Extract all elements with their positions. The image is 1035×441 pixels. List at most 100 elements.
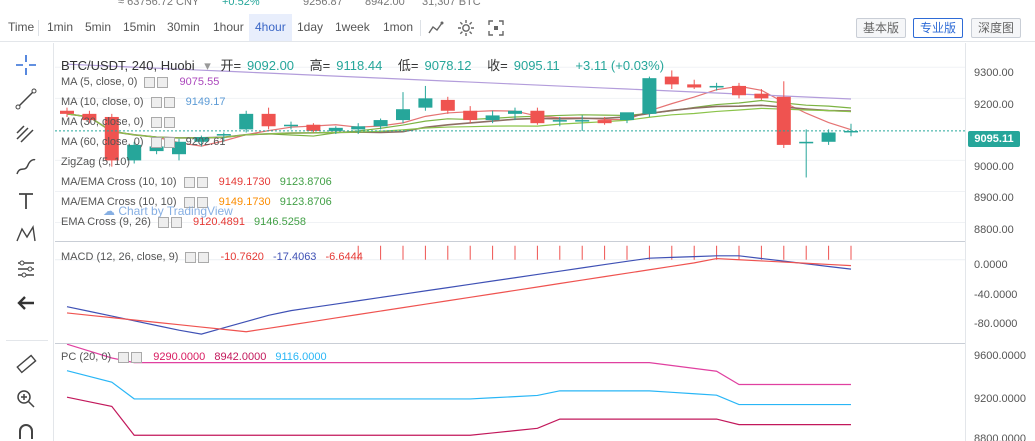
price-tick: 8800.00 bbox=[974, 224, 1014, 236]
interval-1week[interactable]: 1week bbox=[335, 20, 370, 34]
candle-body bbox=[396, 109, 410, 121]
ma5-line bbox=[66, 85, 852, 147]
pane-divider-pc[interactable] bbox=[55, 343, 1035, 344]
legend-ema3-v2: 9146.5258 bbox=[254, 216, 307, 228]
legend-ma60[interactable]: MA (60, close, 0) 9202.61 bbox=[61, 136, 225, 148]
symbol-header: BTC/USDT, 240, Huobi ▾ 开= 9092.00 高= 9118.… bbox=[61, 55, 670, 74]
legend-macd-label: MACD (12, 26, close, 9) bbox=[61, 251, 179, 263]
legend-ema-cross-2[interactable]: MA/EMA Cross (10, 10) 9149.1730 9123.870… bbox=[61, 196, 332, 208]
candle-body bbox=[104, 116, 119, 161]
close-label: 收= bbox=[487, 58, 508, 73]
legend-ema3-label: EMA Cross (9, 26) bbox=[61, 216, 151, 228]
pc-mid-line bbox=[66, 370, 851, 406]
legend-buttons[interactable] bbox=[150, 136, 177, 148]
fib-icon[interactable] bbox=[12, 119, 40, 147]
legend-buttons[interactable] bbox=[183, 176, 210, 188]
interval-1day[interactable]: 1day bbox=[297, 20, 324, 34]
candle-body bbox=[575, 120, 590, 122]
legend-ma10-label: MA (10, close, 0) bbox=[61, 96, 144, 108]
candle-body bbox=[508, 110, 522, 114]
legend-pc[interactable]: PC (20, 0) 9290.0000 8942.0000 9116.0000 bbox=[61, 351, 327, 363]
close-value: 9095.11 bbox=[513, 58, 560, 73]
legend-buttons[interactable] bbox=[150, 116, 177, 128]
measure-icon[interactable] bbox=[12, 255, 40, 283]
indicators-icon[interactable] bbox=[426, 18, 446, 38]
brush-icon[interactable] bbox=[12, 153, 40, 181]
back-arrow-icon[interactable] bbox=[12, 289, 40, 317]
candle-body bbox=[620, 112, 634, 121]
legend-zigzag[interactable]: ZigZag (5, 10) bbox=[61, 156, 130, 168]
legend-macd-v3: -6.6444 bbox=[325, 251, 363, 263]
ticker-strip: ≈ 63756.72 CNY +0.52% 9256.87 8942.00 31… bbox=[0, 0, 1035, 10]
legend-ma10[interactable]: MA (10, close, 0) 9149.17 bbox=[61, 96, 225, 108]
ruler-icon[interactable] bbox=[12, 351, 40, 379]
basic-version-button[interactable]: 基本版 bbox=[856, 18, 907, 38]
legend-ema2-v2: 9123.8706 bbox=[279, 196, 332, 208]
ticker-low: 8942.00 bbox=[365, 0, 405, 8]
candle-body bbox=[776, 96, 791, 145]
interval-30min[interactable]: 30min bbox=[167, 20, 200, 34]
price-tick: 9000.00 bbox=[974, 161, 1014, 173]
trend-line-icon[interactable] bbox=[12, 85, 40, 113]
legend-ma30[interactable]: MA (30, close, 0) bbox=[61, 116, 177, 128]
zoom-in-icon[interactable] bbox=[12, 385, 40, 413]
legend-ma5[interactable]: MA (5, close, 0) 9075.55 bbox=[61, 76, 219, 88]
low-label: 低= bbox=[397, 58, 419, 73]
legend-ema1-v1: 9149.1730 bbox=[218, 176, 271, 188]
tools-divider bbox=[6, 340, 48, 341]
interval-5min[interactable]: 5min bbox=[85, 20, 112, 34]
candle-body bbox=[418, 98, 433, 108]
pro-version-button[interactable]: 专业版 bbox=[913, 18, 964, 38]
fullscreen-icon[interactable] bbox=[486, 18, 506, 38]
candle-body bbox=[284, 124, 298, 127]
price-axis[interactable]: 9300.00 9200.00 9095.11 9000.00 8900.00 … bbox=[965, 43, 1035, 441]
legend-macd[interactable]: MACD (12, 26, close, 9) -10.7620 -17.406… bbox=[61, 251, 363, 263]
ma60-line bbox=[66, 63, 852, 100]
pane-divider-macd[interactable] bbox=[55, 241, 1035, 242]
text-icon[interactable] bbox=[12, 187, 40, 215]
ticker-cny: ≈ 63756.72 CNY bbox=[118, 0, 200, 8]
interval-1min[interactable]: 1min bbox=[47, 20, 74, 34]
legend-ema-cross-3[interactable]: EMA Cross (9, 26) 9120.4891 9146.5258 bbox=[61, 216, 306, 228]
legend-ema-cross-1[interactable]: MA/EMA Cross (10, 10) 9149.1730 9123.870… bbox=[61, 176, 332, 188]
pattern-icon[interactable] bbox=[12, 221, 40, 249]
current-price-tag: 9095.11 bbox=[968, 131, 1020, 147]
candle-body bbox=[732, 85, 746, 96]
low-value: 9078.12 bbox=[424, 58, 472, 73]
pc-tick: 9600.0000 bbox=[974, 350, 1026, 362]
interval-toolbar: Time 1min 5min 15min 30min 1hour 4hour 1… bbox=[0, 14, 1035, 42]
candle-body bbox=[306, 124, 321, 131]
interval-15min[interactable]: 15min bbox=[123, 20, 156, 34]
legend-buttons[interactable] bbox=[157, 216, 184, 228]
legend-ma60-value: 9202.61 bbox=[185, 136, 226, 148]
crosshair-icon[interactable] bbox=[12, 51, 40, 79]
candle-body bbox=[844, 130, 858, 133]
legend-pc-v2: 8942.0000 bbox=[214, 351, 267, 363]
candle-body bbox=[709, 85, 724, 88]
macd-tick: -40.0000 bbox=[974, 289, 1018, 301]
legend-macd-v1: -10.7620 bbox=[220, 251, 264, 263]
settings-gear-icon[interactable] bbox=[456, 18, 476, 38]
legend-buttons[interactable] bbox=[183, 196, 210, 208]
symbol-dropdown-icon[interactable]: ▾ bbox=[204, 58, 211, 73]
legend-buttons[interactable] bbox=[185, 251, 211, 263]
legend-buttons[interactable] bbox=[150, 96, 177, 108]
legend-ema2-label: MA/EMA Cross (10, 10) bbox=[61, 196, 177, 208]
legend-buttons[interactable] bbox=[118, 351, 144, 363]
candle-body bbox=[485, 115, 500, 121]
tradingview-logo-icon: ☁ bbox=[103, 204, 115, 218]
legend-ema2-v1: 9149.1730 bbox=[218, 196, 271, 208]
depth-chart-button[interactable]: 深度图 bbox=[971, 18, 1022, 38]
magnet-icon[interactable] bbox=[12, 419, 40, 441]
interval-1hour[interactable]: 1hour bbox=[213, 20, 244, 34]
legend-buttons[interactable] bbox=[144, 76, 170, 88]
interval-4hour[interactable]: 4hour bbox=[249, 14, 292, 41]
candle-body bbox=[799, 141, 814, 144]
candle-body bbox=[127, 144, 142, 161]
symbol-title[interactable]: BTC/USDT, 240, Huobi bbox=[61, 58, 195, 73]
candle-body bbox=[664, 76, 679, 85]
candle-body bbox=[754, 93, 769, 99]
interval-1mon[interactable]: 1mon bbox=[383, 20, 414, 34]
legend-ema1-v2: 9123.8706 bbox=[279, 176, 332, 188]
macd-line bbox=[66, 255, 852, 335]
